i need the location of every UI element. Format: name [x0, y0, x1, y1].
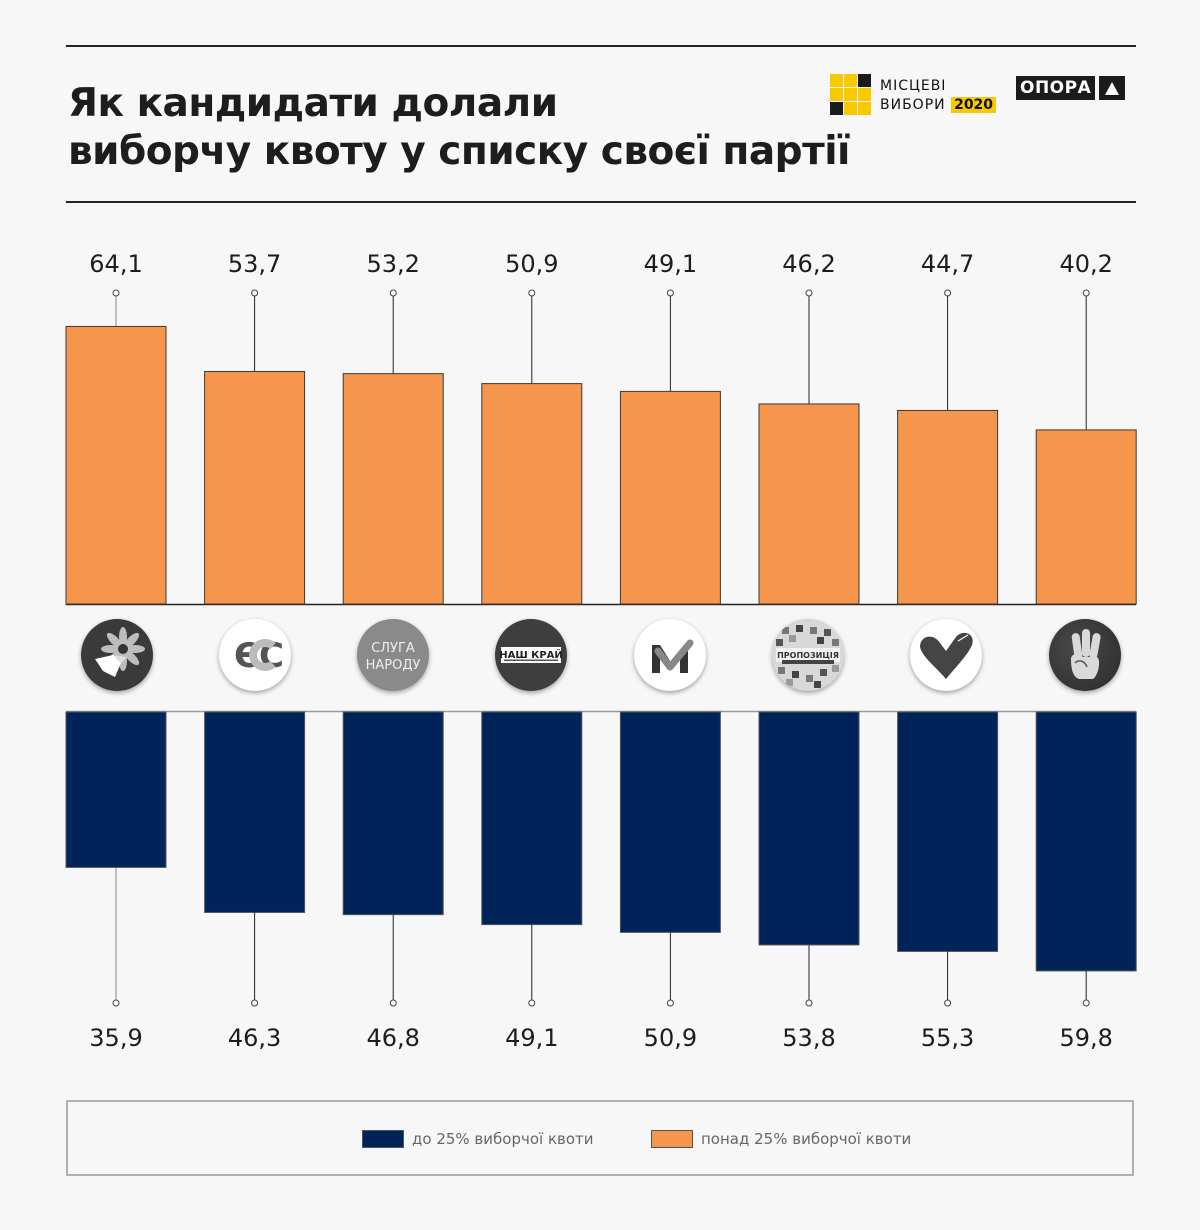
bar-below-quota-5 — [619, 711, 721, 933]
value-label-above-quota-6: 46,2 — [782, 250, 835, 278]
whisker-dot-lower-2 — [251, 999, 259, 1007]
whisker-dot-lower-7 — [944, 999, 952, 1007]
title-bottom-rule — [66, 201, 1136, 203]
top-rule — [66, 45, 1136, 47]
value-label-below-quota-3: 46,8 — [366, 1024, 419, 1052]
mv-year: 2020 — [951, 97, 997, 113]
whisker-dot-lower-3 — [389, 999, 397, 1007]
value-label-below-quota-4: 49,1 — [505, 1024, 558, 1052]
whisker-dot-lower-5 — [666, 999, 674, 1007]
whisker-dot-upper-1 — [112, 289, 120, 297]
legend-label-above-quota: понад 25% виборчої квоти — [701, 1130, 912, 1148]
bar-below-quota-6 — [758, 711, 860, 946]
whisker-dot-lower-1 — [112, 999, 120, 1007]
nash-krai-icon: НАШ КРАЙ — [499, 647, 563, 663]
bar-above-quota-4 — [481, 383, 583, 605]
m-checkmark-icon — [652, 639, 694, 673]
title-line-1: Як кандидати долали — [68, 81, 558, 126]
sluha-line1: СЛУГА — [371, 641, 415, 656]
whisker-dot-upper-2 — [251, 289, 259, 297]
value-label-below-quota-2: 46,3 — [228, 1024, 281, 1052]
legend: до 25% виборчої квоти понад 25% виборчої… — [66, 1100, 1134, 1176]
whisker-dot-upper-7 — [944, 289, 952, 297]
mistsevi-vybory-logo: МІСЦЕВІ ВИБОРИ 2020 — [830, 74, 1000, 116]
party-logo-1 — [81, 619, 153, 691]
bar-below-quota-4 — [481, 711, 583, 926]
bar-below-quota-2 — [204, 711, 306, 913]
legend-swatch-orange — [651, 1130, 693, 1148]
bar-above-quota-2 — [204, 370, 306, 605]
bar-above-quota-8 — [1035, 429, 1137, 605]
value-label-above-quota-5: 49,1 — [644, 250, 697, 278]
bar-below-quota-1 — [65, 711, 167, 868]
bar-above-quota-6 — [758, 403, 860, 605]
whisker-dot-upper-6 — [805, 289, 813, 297]
whisker-dot-upper-5 — [666, 289, 674, 297]
whisker-dot-upper-4 — [528, 289, 536, 297]
value-label-above-quota-2: 53,7 — [228, 250, 281, 278]
value-label-below-quota-5: 50,9 — [644, 1024, 697, 1052]
sluha-narodu-icon: СЛУГА НАРОДУ — [366, 641, 421, 673]
nash-krai-text: НАШ КРАЙ — [499, 648, 563, 661]
mv-line1: МІСЦЕВІ — [880, 78, 947, 94]
party-logo-7 — [910, 619, 982, 691]
es-icon: ЄС — [234, 636, 284, 676]
party-logo-2: ЄС — [219, 619, 291, 691]
legend-swatch-navy — [362, 1130, 404, 1148]
bar-below-quota-7 — [897, 711, 999, 952]
bar-above-quota-7 — [897, 409, 999, 605]
sunflower-dove-icon — [95, 627, 145, 677]
propozytsiia-text: ПРОПОЗИЦІЯ — [777, 651, 839, 660]
page-title: Як кандидати долали виборчу квоту у спис… — [68, 80, 850, 176]
value-label-below-quota-7: 55,3 — [921, 1024, 974, 1052]
party-logo-6: ПРОПОЗИЦІЯ — [772, 619, 844, 691]
value-label-above-quota-1: 64,1 — [89, 250, 142, 278]
party-logo-3: СЛУГА НАРОДУ — [357, 619, 429, 691]
title-line-2: виборчу квоту у списку своєї партії — [68, 129, 850, 174]
diverging-bar-chart: 64,1 35,9 53,7 46,3 53,2 46,8 50,9 49,1 49,1 50,9… — [65, 250, 1137, 1052]
value-label-below-quota-1: 35,9 — [89, 1024, 142, 1052]
bar-below-quota-8 — [1035, 711, 1137, 972]
party-logo-5 — [634, 619, 706, 691]
value-label-above-quota-8: 40,2 — [1059, 250, 1112, 278]
propozytsiia-icon: ПРОПОЗИЦІЯ — [776, 625, 840, 688]
whisker-dot-lower-4 — [528, 999, 536, 1007]
legend-label-below-quota: до 25% виборчої квоти — [412, 1130, 594, 1148]
legend-item-below-quota: до 25% виборчої квоти — [362, 1130, 594, 1148]
whisker-dot-upper-8 — [1082, 289, 1090, 297]
value-label-above-quota-7: 44,7 — [921, 250, 974, 278]
party-logo-4: НАШ КРАЙ — [495, 619, 567, 691]
opora-logo-text: ОПОРА — [1016, 76, 1096, 100]
heart-checkmark-icon — [920, 632, 973, 679]
three-fingers-icon — [1071, 629, 1101, 679]
mv-grid-icon — [830, 74, 872, 116]
whisker-dot-lower-8 — [1082, 999, 1090, 1007]
opora-logo: ОПОРА — [1016, 76, 1126, 100]
bar-above-quota-1 — [65, 325, 167, 605]
legend-item-above-quota: понад 25% виборчої квоти — [651, 1130, 911, 1148]
mv-line2: ВИБОРИ — [880, 97, 946, 113]
whisker-dot-upper-3 — [389, 289, 397, 297]
value-label-above-quota-4: 50,9 — [505, 250, 558, 278]
bar-above-quota-3 — [342, 373, 444, 605]
whisker-dot-lower-6 — [805, 999, 813, 1007]
value-label-below-quota-6: 53,8 — [782, 1024, 835, 1052]
mv-logo-text: МІСЦЕВІ ВИБОРИ 2020 — [880, 77, 997, 115]
value-label-below-quota-8: 59,8 — [1059, 1024, 1112, 1052]
value-label-above-quota-3: 53,2 — [366, 250, 419, 278]
sluha-line2: НАРОДУ — [366, 658, 421, 673]
triangle-icon — [1099, 76, 1126, 100]
bar-below-quota-3 — [342, 711, 444, 916]
bar-above-quota-5 — [619, 390, 721, 605]
party-logo-8 — [1049, 619, 1121, 691]
